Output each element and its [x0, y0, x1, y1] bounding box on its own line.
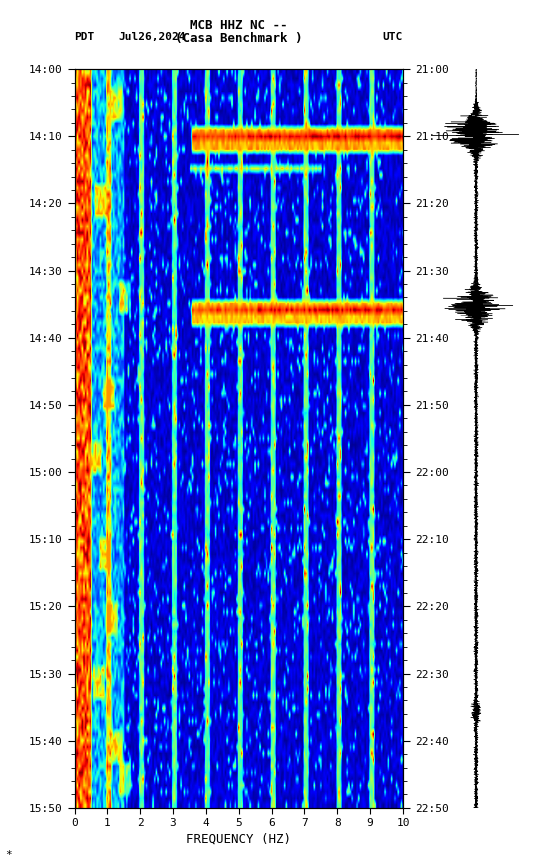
Text: UTC: UTC — [383, 32, 403, 42]
Text: Jul26,2024: Jul26,2024 — [119, 32, 186, 42]
Text: MCB HHZ NC --: MCB HHZ NC -- — [190, 19, 288, 32]
Text: (Casa Benchmark ): (Casa Benchmark ) — [175, 32, 302, 45]
Text: PDT: PDT — [75, 32, 95, 42]
Text: *: * — [6, 849, 12, 860]
X-axis label: FREQUENCY (HZ): FREQUENCY (HZ) — [186, 832, 291, 845]
